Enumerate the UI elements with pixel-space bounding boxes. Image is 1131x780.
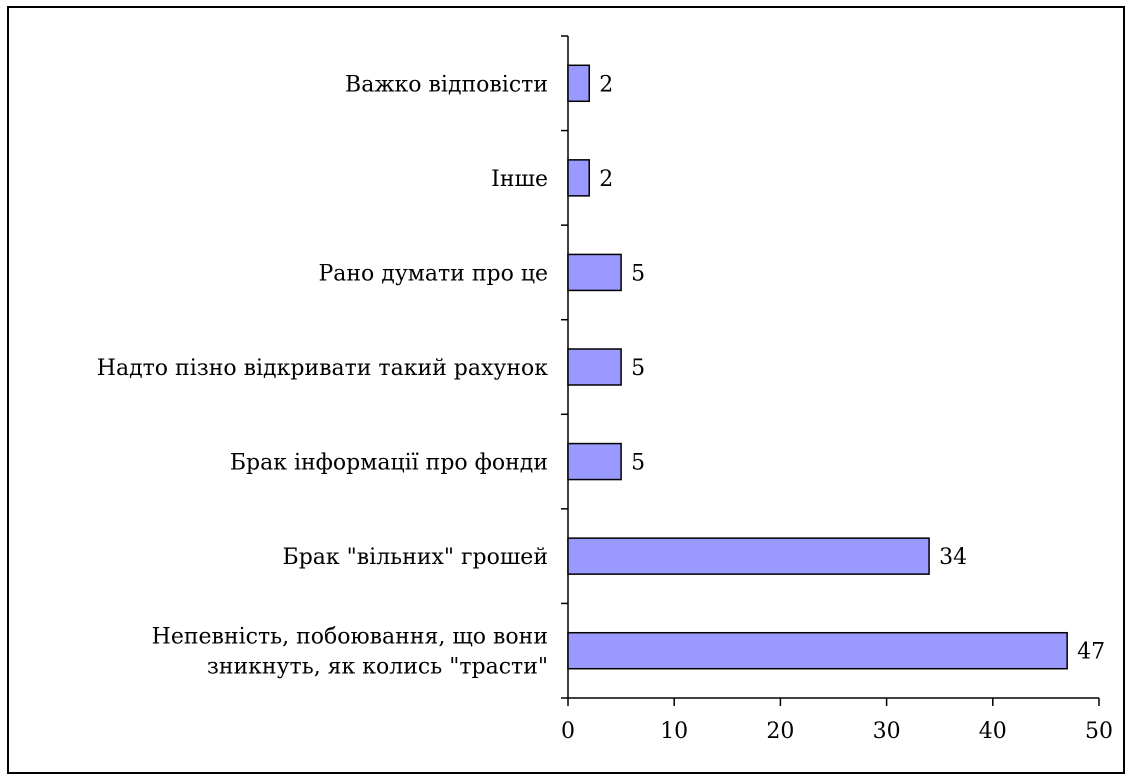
x-tick-label: 30	[873, 719, 901, 744]
category-label: Надто пізно відкривати такий рахунок	[97, 356, 548, 381]
bar	[567, 537, 930, 575]
data-label: 34	[939, 545, 967, 570]
bar	[567, 442, 622, 481]
chart-marks: 0 10 20 30 40 50 47 Непевність, побоювання, що …	[97, 35, 1113, 744]
bar	[567, 159, 590, 197]
category-label: Брак інформації про фонди	[230, 451, 548, 476]
category-label: Рано думати про це	[318, 261, 548, 286]
x-tick-label: 0	[561, 719, 575, 744]
bar	[567, 253, 622, 292]
x-tick-label: 40	[979, 719, 1007, 744]
x-tick-label: 20	[766, 719, 794, 744]
x-tick-label: 50	[1085, 719, 1113, 744]
data-label: 5	[631, 356, 645, 381]
bar	[567, 348, 622, 386]
data-label: 5	[631, 451, 645, 476]
chart-frame: 0 10 20 30 40 50 47 Непевність, побоювання, що …	[7, 6, 1125, 774]
category-label: Інше	[491, 167, 548, 192]
x-tick-label: 10	[660, 719, 688, 744]
data-label: 47	[1077, 640, 1105, 665]
bar	[567, 64, 590, 103]
bar	[567, 631, 1068, 670]
data-label: 2	[599, 72, 613, 97]
category-label: Брак "вільних" грошей	[283, 545, 548, 570]
bar-chart: 0 10 20 30 40 50 47 Непевність, побоювання, що …	[97, 35, 1113, 744]
data-label: 2	[599, 167, 613, 192]
data-label: 5	[631, 261, 645, 286]
category-label: зникнуть, як колись "трасти"	[207, 655, 548, 680]
category-label: Важко відповісти	[345, 72, 548, 97]
category-label: Непевність, побоювання, що вони	[152, 625, 548, 650]
